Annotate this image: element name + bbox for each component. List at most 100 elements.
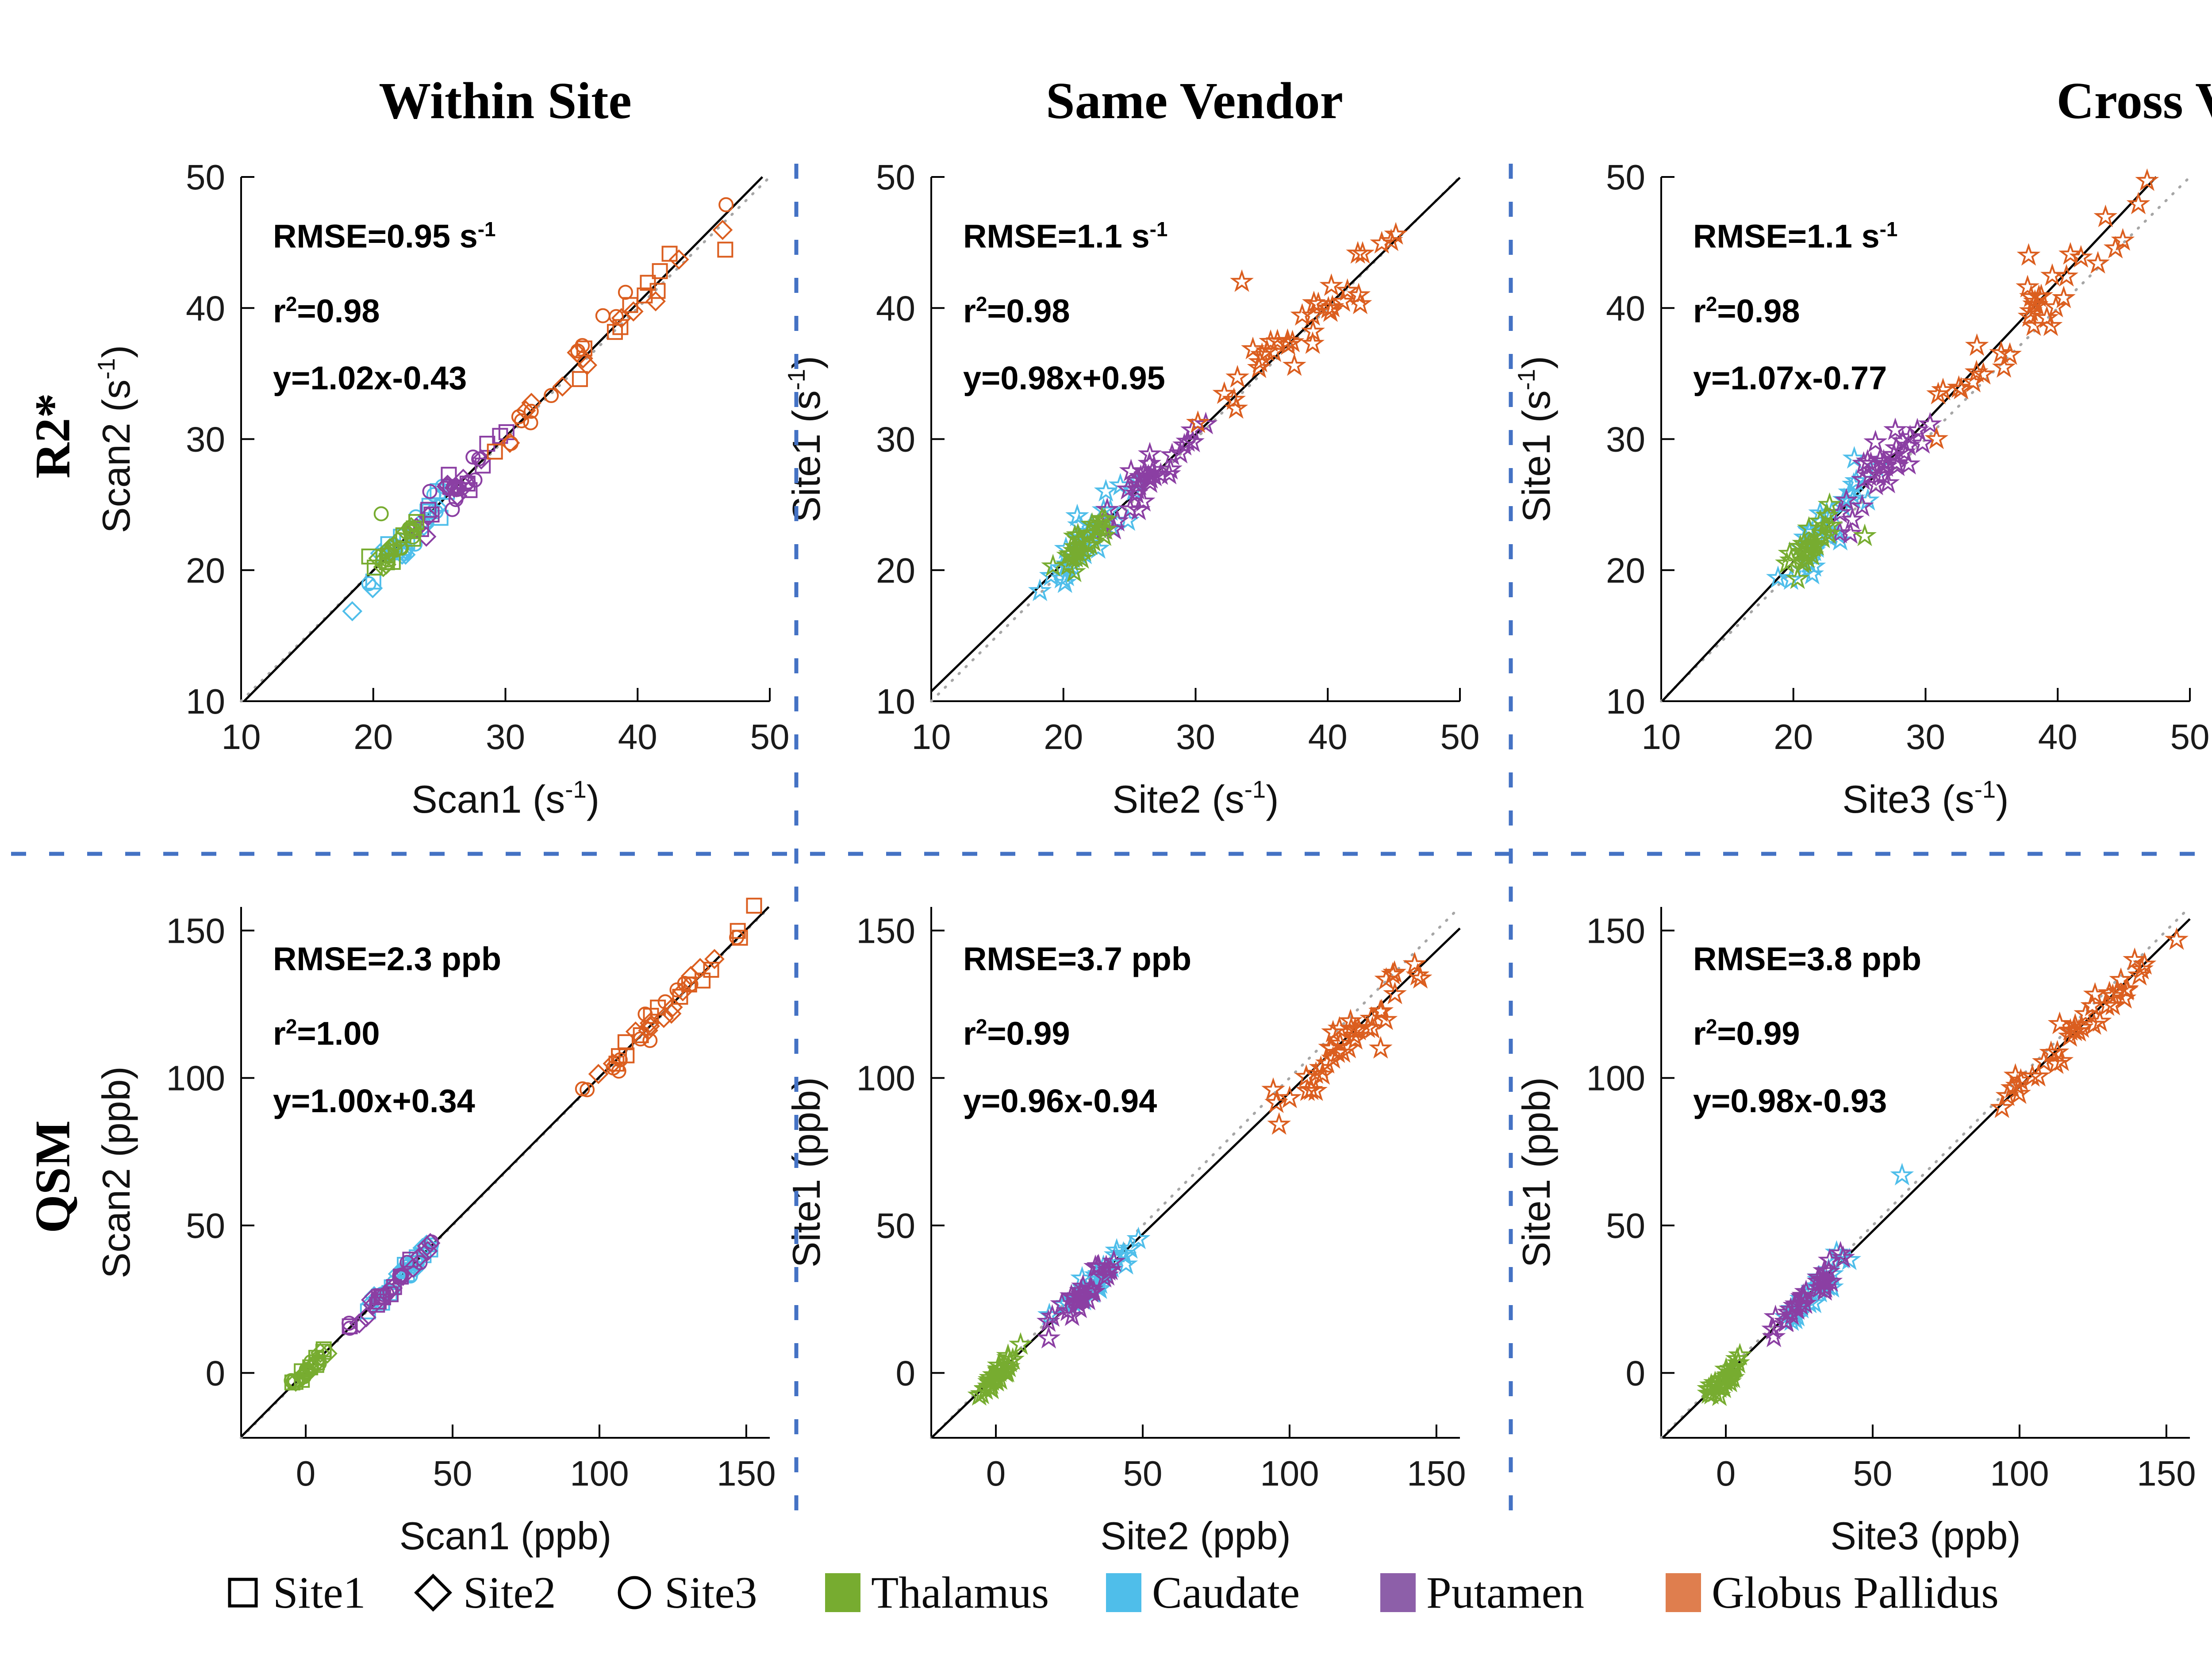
panel-data-qsm-cross-vendor-1: [1660, 906, 2191, 1439]
caudate-color-swatch: [1106, 1573, 1141, 1612]
x-axis-label: Site2 (s-1): [1112, 776, 1279, 821]
x-tick-label: 30: [486, 717, 525, 757]
annotation-line: RMSE=0.95 s-1: [273, 218, 496, 255]
points-globus_pallidus: [1924, 168, 2159, 449]
panel-data-r2-within-site: [240, 176, 771, 703]
x-tick-label: 30: [1906, 717, 1945, 757]
legend-label-thalamus: Thalamus: [871, 1567, 1049, 1618]
y-tick-label: 40: [186, 288, 225, 328]
y-tick-label: 100: [1586, 1059, 1645, 1098]
legend-label-site3: Site3: [664, 1567, 757, 1618]
y-tick-label: 50: [1606, 157, 1645, 197]
annotation-line: RMSE=1.1 s-1: [1693, 218, 1898, 255]
legend-item-globus-pallidus: Globus Pallidus: [1666, 1565, 1999, 1620]
panel-data-qsm-same-vendor: [930, 906, 1461, 1439]
y-tick-label: 10: [186, 682, 225, 721]
legend-item-site1: Site1: [223, 1565, 366, 1620]
y-tick-label: 50: [1606, 1206, 1645, 1245]
x-tick-label: 50: [1123, 1454, 1163, 1493]
y-tick-label: 10: [876, 682, 915, 721]
annotation-qsm-cross-vendor-1: RMSE=3.8 ppb r2=0.99 y=0.98x-0.93: [1693, 926, 1921, 1135]
y-tick-label: 0: [896, 1353, 916, 1393]
site3-circle-icon: [618, 1576, 651, 1609]
annotation-line: r2=0.99: [1693, 1015, 1800, 1052]
points-globus_pallidus: [575, 898, 762, 1098]
site2-diamond-icon: [414, 1574, 452, 1612]
x-axis-label: Site2 (ppb): [1100, 1514, 1290, 1558]
annotation-line: RMSE=3.7 ppb: [963, 941, 1192, 977]
y-tick-label: 100: [856, 1059, 915, 1098]
y-tick-label: 150: [1586, 911, 1645, 950]
points-globus_pallidus: [1186, 222, 1408, 433]
annotation-line: RMSE=3.8 ppb: [1693, 941, 1922, 977]
x-tick-label: 100: [1990, 1454, 2049, 1493]
annotation-line: y=0.96x-0.94: [963, 1082, 1157, 1119]
points-thalamus: [284, 1341, 338, 1392]
x-tick-label: 100: [1260, 1454, 1319, 1493]
x-tick-label: 10: [1642, 717, 1681, 757]
y-axis-label: Scan2 (ppb): [94, 1066, 138, 1278]
annotation-r2-within-site: RMSE=0.95 s-1 r2=0.98 y=1.02x-0.43: [273, 196, 496, 412]
row-label-r2star: R2*: [25, 393, 81, 479]
row-label-qsm: QSM: [25, 1120, 81, 1233]
x-axis-label: Scan1 (ppb): [399, 1514, 611, 1558]
points-globus_pallidus: [487, 197, 734, 460]
panel-data-r2-same-vendor: [930, 176, 1461, 703]
annotation-r2-same-vendor: RMSE=1.1 s-1 r2=0.98 y=0.98x+0.95: [963, 196, 1167, 412]
x-axis-label: Scan1 (s-1): [411, 776, 599, 821]
x-tick-label: 50: [433, 1454, 472, 1493]
x-tick-label: 10: [222, 717, 261, 757]
legend-label-caudate: Caudate: [1152, 1567, 1300, 1618]
points-thalamus: [1041, 506, 1118, 582]
x-tick-label: 50: [1440, 717, 1480, 757]
x-tick-label: 40: [2038, 717, 2078, 757]
legend-label-putamen: Putamen: [1426, 1567, 1584, 1618]
x-tick-label: 100: [570, 1454, 629, 1493]
x-tick-label: 150: [2137, 1454, 2196, 1493]
panel-r2-cross-vendor-1: [1660, 168, 2191, 703]
annotation-line: r2=0.98: [1693, 292, 1800, 330]
x-axis-label: Site3 (s-1): [1842, 776, 2008, 821]
y-tick-label: 0: [1626, 1353, 1646, 1393]
x-tick-label: 50: [1853, 1454, 1893, 1493]
y-tick-label: 40: [1606, 288, 1645, 328]
y-axis-label: Site1 (s-1): [1513, 356, 1558, 522]
x-tick-label: 0: [1716, 1454, 1736, 1493]
y-tick-label: 30: [186, 420, 225, 459]
y-tick-label: 20: [876, 551, 915, 590]
x-tick-label: 40: [618, 717, 657, 757]
y-tick-label: 150: [166, 911, 225, 950]
legend-item-site2: Site2: [414, 1565, 556, 1620]
legend-item-caudate: Caudate: [1106, 1565, 1300, 1620]
panel-r2-within-site: [240, 176, 771, 703]
x-tick-label: 50: [2170, 717, 2210, 757]
x-tick-label: 150: [717, 1454, 776, 1493]
x-tick-label: 150: [1407, 1454, 1466, 1493]
y-tick-label: 40: [876, 288, 915, 328]
putamen-color-swatch: [1380, 1573, 1416, 1612]
annotation-line: r2=0.99: [963, 1015, 1070, 1052]
panel-qsm-cross-vendor-1: [1660, 906, 2191, 1439]
legend-item-thalamus: Thalamus: [825, 1565, 1049, 1620]
panel-data-r2-cross-vendor-1: [1660, 168, 2191, 703]
column-title-same-vendor: Same Vendor: [1045, 72, 1344, 130]
annotation-line: RMSE=1.1 s-1: [963, 218, 1168, 255]
legend-label-site1: Site1: [273, 1567, 366, 1618]
annotation-line: y=1.07x-0.77: [1693, 360, 1887, 397]
annotation-line: y=1.02x-0.43: [273, 360, 467, 397]
panel-qsm-same-vendor: [930, 906, 1461, 1439]
points-thalamus: [1775, 492, 1843, 589]
points-thalamus: [967, 1332, 1033, 1406]
panel-data-qsm-within-site: [240, 898, 771, 1439]
legend-label-globus-pallidus: Globus Pallidus: [1712, 1567, 1999, 1618]
y-tick-label: 100: [166, 1059, 225, 1098]
annotation-line: y=1.00x+0.34: [273, 1082, 475, 1119]
x-tick-label: 20: [1044, 717, 1083, 757]
x-tick-label: 50: [750, 717, 790, 757]
points-globus_pallidus: [1990, 927, 2189, 1118]
x-tick-label: 0: [986, 1454, 1006, 1493]
y-axis-label: Site1 (ppb): [1514, 1077, 1558, 1267]
annotation-line: r2=0.98: [963, 292, 1070, 330]
